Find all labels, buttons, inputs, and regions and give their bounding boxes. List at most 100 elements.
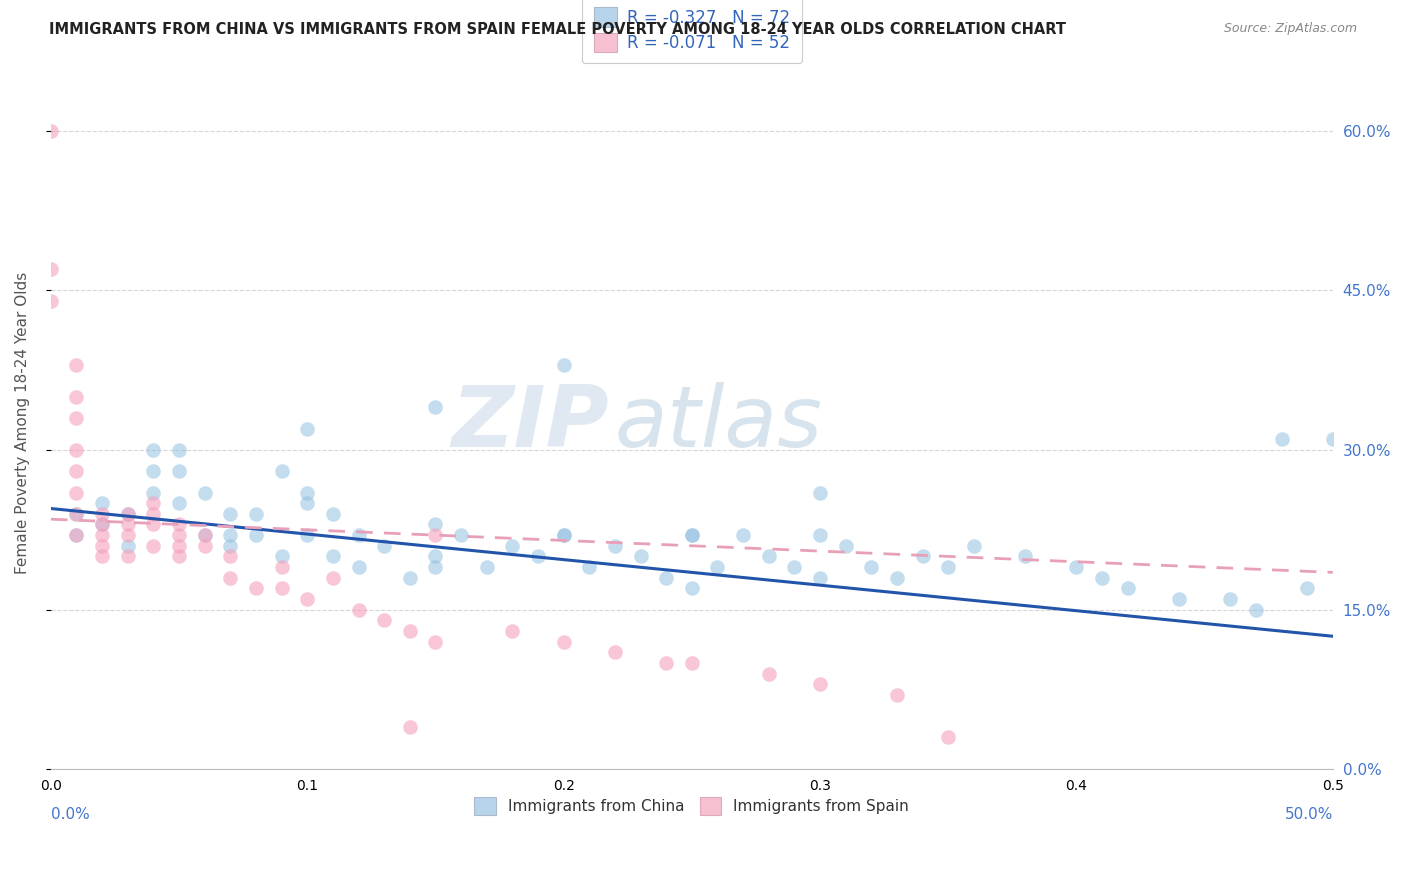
Point [39,262,62,277]
Point [117,517,139,532]
Point [783,560,806,574]
Point [219,571,242,585]
Point [142,464,165,478]
Point [1219,592,1241,607]
Point [553,528,575,542]
Point [142,442,165,457]
Point [167,549,190,564]
Point [117,539,139,553]
Point [91,496,114,510]
Point [270,560,292,574]
Point [167,442,190,457]
Point [270,464,292,478]
Legend: Immigrants from China, Immigrants from Spain: Immigrants from China, Immigrants from S… [465,788,918,824]
Point [91,549,114,564]
Text: atlas: atlas [614,382,823,465]
Text: Source: ZipAtlas.com: Source: ZipAtlas.com [1223,22,1357,36]
Point [65,528,87,542]
Point [270,549,292,564]
Point [65,528,87,542]
Point [142,539,165,553]
Point [425,528,447,542]
Point [142,517,165,532]
Text: ZIP: ZIP [451,382,609,465]
Point [65,464,87,478]
Point [655,656,678,670]
Point [1322,433,1344,447]
Point [91,507,114,521]
Point [1270,433,1292,447]
Point [501,539,523,553]
Point [706,560,728,574]
Point [681,582,703,596]
Point [65,485,87,500]
Point [425,560,447,574]
Point [911,549,934,564]
Point [733,528,755,542]
Point [1168,592,1191,607]
Point [450,528,472,542]
Point [219,507,242,521]
Point [578,560,600,574]
Point [65,507,87,521]
Point [1091,571,1114,585]
Point [219,549,242,564]
Point [758,666,780,681]
Point [398,720,420,734]
Point [398,624,420,638]
Point [475,560,498,574]
Text: 50.0%: 50.0% [1285,807,1333,822]
Point [936,560,959,574]
Point [758,549,780,564]
Point [373,613,395,627]
Point [91,517,114,532]
Point [65,358,87,372]
Point [425,634,447,648]
Point [527,549,550,564]
Point [501,624,523,638]
Point [65,507,87,521]
Point [681,528,703,542]
Point [297,592,319,607]
Point [194,528,217,542]
Point [142,496,165,510]
Point [142,507,165,521]
Point [91,517,114,532]
Point [834,539,856,553]
Point [1244,602,1267,616]
Point [297,485,319,500]
Point [65,411,87,425]
Point [297,496,319,510]
Point [194,485,217,500]
Point [886,571,908,585]
Point [347,560,370,574]
Y-axis label: Female Poverty Among 18-24 Year Olds: Female Poverty Among 18-24 Year Olds [15,272,30,574]
Point [322,549,344,564]
Point [65,390,87,404]
Point [655,571,678,585]
Point [808,485,831,500]
Point [808,677,831,691]
Point [167,496,190,510]
Point [553,528,575,542]
Point [142,485,165,500]
Point [297,528,319,542]
Point [194,528,217,542]
Point [860,560,883,574]
Point [117,507,139,521]
Point [194,539,217,553]
Point [553,358,575,372]
Point [553,634,575,648]
Point [808,528,831,542]
Text: 0.0%: 0.0% [51,807,90,822]
Point [117,549,139,564]
Point [270,582,292,596]
Point [117,507,139,521]
Text: IMMIGRANTS FROM CHINA VS IMMIGRANTS FROM SPAIN FEMALE POVERTY AMONG 18-24 YEAR O: IMMIGRANTS FROM CHINA VS IMMIGRANTS FROM… [49,22,1066,37]
Point [297,422,319,436]
Point [39,123,62,137]
Point [39,293,62,308]
Point [603,645,626,659]
Point [245,528,267,542]
Point [91,528,114,542]
